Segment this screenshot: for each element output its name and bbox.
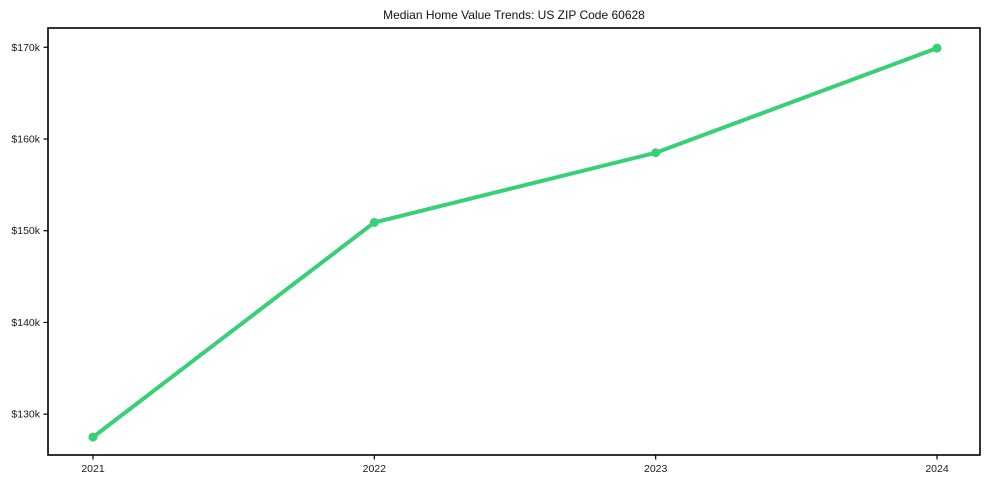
y-tick-label: $150k [11, 225, 40, 237]
chart-title: Median Home Value Trends: US ZIP Code 60… [383, 8, 645, 22]
x-tick-label: 2022 [363, 463, 387, 475]
x-tick-label: 2024 [925, 463, 949, 475]
data-point [651, 148, 661, 158]
x-tick-label: 2023 [644, 463, 668, 475]
plot-border [47, 27, 981, 456]
data-point [369, 217, 379, 227]
data-point [932, 43, 942, 53]
x-tick-label: 2021 [81, 463, 105, 475]
y-tick-label: $170k [11, 42, 40, 54]
trend-line [91, 46, 939, 440]
y-tick-label: $140k [11, 317, 40, 329]
data-point [88, 432, 98, 442]
y-tick-label: $160k [11, 133, 40, 145]
y-tick-label: $130k [11, 409, 40, 421]
